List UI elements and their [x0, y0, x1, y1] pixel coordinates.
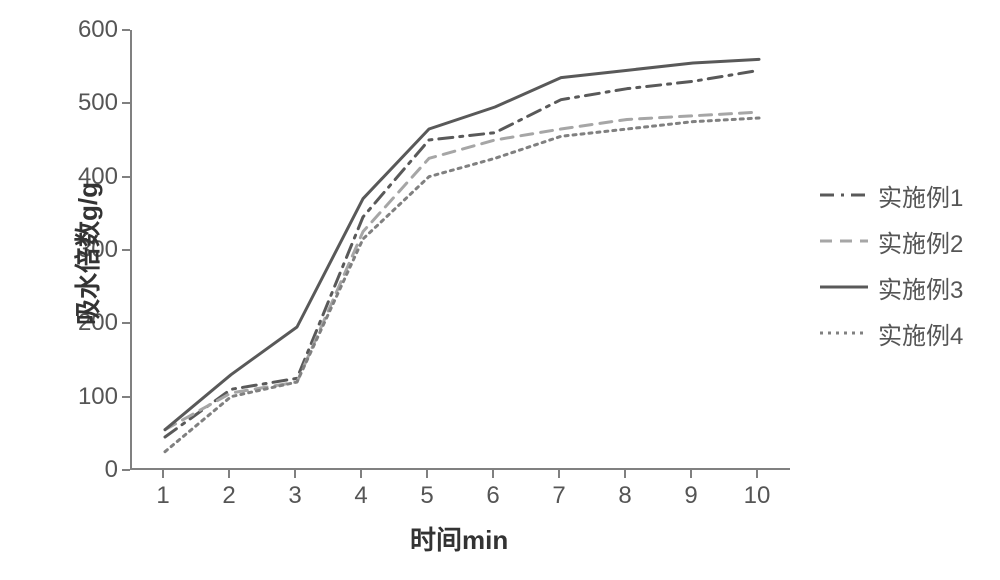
x-axis-label: 时间min [410, 520, 508, 557]
legend-label: 实施例4 [878, 316, 963, 351]
x-tick-mark [360, 470, 362, 478]
series-line [165, 112, 759, 430]
x-tick-mark [294, 470, 296, 478]
x-tick-mark [492, 470, 494, 478]
x-tick-label: 3 [288, 482, 301, 510]
x-tick-mark [690, 470, 692, 478]
y-tick-mark [122, 176, 130, 178]
y-tick-label: 500 [78, 89, 118, 117]
x-tick-mark [162, 470, 164, 478]
x-tick-mark [756, 470, 758, 478]
legend-label: 实施例2 [878, 224, 963, 259]
x-tick-mark [558, 470, 560, 478]
x-tick-mark [624, 470, 626, 478]
legend-item: 实施例3 [820, 272, 963, 302]
x-tick-mark [426, 470, 428, 478]
x-tick-label: 8 [618, 482, 631, 510]
legend: 实施例1 实施例2 实施例3 实施例4 [820, 180, 963, 364]
plot-area [130, 30, 790, 470]
legend-swatch [820, 282, 868, 292]
legend-swatch [820, 190, 868, 200]
legend-item: 实施例1 [820, 180, 963, 210]
legend-swatch [820, 236, 868, 246]
legend-swatch [820, 328, 868, 338]
series-lines [132, 30, 792, 470]
y-tick-label: 600 [78, 16, 118, 44]
x-tick-label: 5 [420, 482, 433, 510]
y-tick-mark [122, 249, 130, 251]
series-line [165, 59, 759, 429]
y-tick-label: 0 [105, 456, 118, 484]
x-tick-label: 2 [222, 482, 235, 510]
y-tick-mark [122, 322, 130, 324]
x-tick-label: 9 [684, 482, 697, 510]
y-tick-mark [122, 469, 130, 471]
x-tick-label: 7 [552, 482, 565, 510]
y-tick-mark [122, 29, 130, 31]
x-tick-label: 6 [486, 482, 499, 510]
y-tick-label: 100 [78, 383, 118, 411]
x-tick-label: 10 [744, 482, 771, 510]
series-line [165, 118, 759, 452]
y-tick-mark [122, 102, 130, 104]
chart-container: 0100200300400500600 12345678910 吸水倍数g/g … [0, 0, 1000, 580]
x-tick-mark [228, 470, 230, 478]
x-tick-label: 4 [354, 482, 367, 510]
legend-label: 实施例1 [878, 178, 963, 213]
legend-label: 实施例3 [878, 270, 963, 305]
y-axis-label: 吸水倍数g/g [68, 182, 105, 325]
x-tick-label: 1 [156, 482, 169, 510]
y-tick-mark [122, 396, 130, 398]
legend-item: 实施例4 [820, 318, 963, 348]
legend-item: 实施例2 [820, 226, 963, 256]
